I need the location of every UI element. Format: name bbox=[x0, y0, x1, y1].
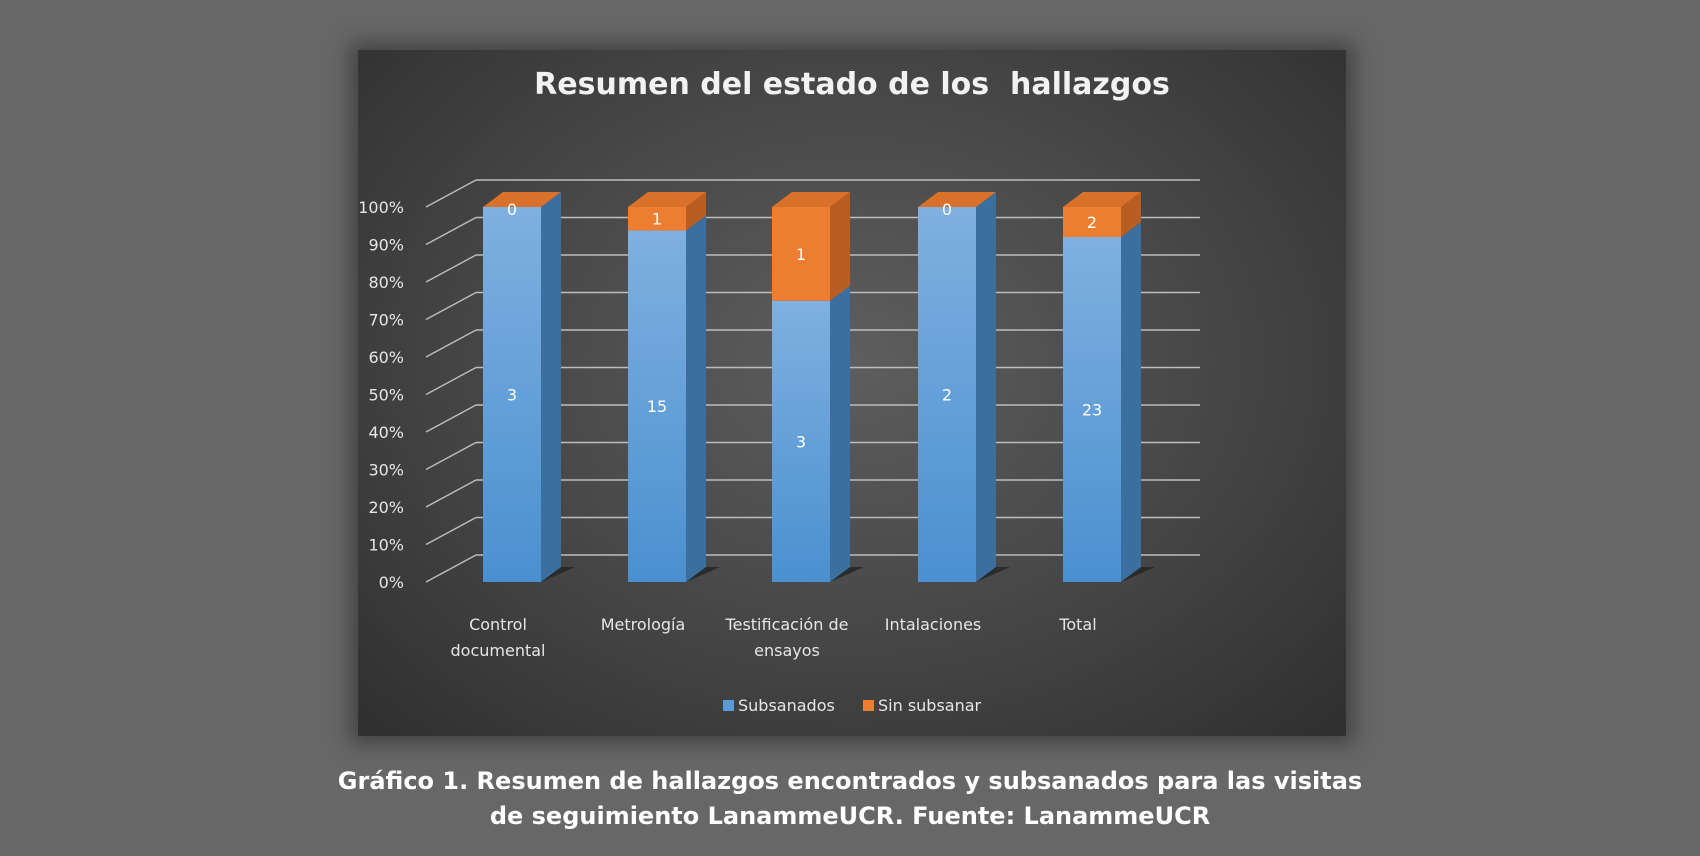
x-category-label: Testificación de bbox=[725, 615, 849, 634]
data-label-sin-subsanar: 0 bbox=[942, 200, 952, 219]
y-tick-label: 80% bbox=[368, 273, 404, 292]
figure-caption: Gráfico 1. Resumen de hallazgos encontra… bbox=[0, 764, 1700, 834]
y-tick-label: 70% bbox=[368, 311, 404, 330]
gridline-diagonal bbox=[425, 291, 477, 321]
gridline-diagonal bbox=[425, 216, 477, 246]
y-tick-label: 40% bbox=[368, 423, 404, 442]
bar-subsanados bbox=[1063, 237, 1121, 582]
data-label-subsanados: 3 bbox=[507, 386, 517, 405]
x-category-label: Intalaciones bbox=[885, 615, 982, 634]
gridline-diagonal bbox=[425, 554, 477, 583]
chart-title: Resumen del estado de los hallazgos bbox=[534, 67, 1170, 102]
gridline-diagonal bbox=[425, 516, 477, 546]
bar-top bbox=[1063, 192, 1141, 207]
bar-sin-subsanar bbox=[772, 207, 830, 301]
data-label-sin-subsanar: 1 bbox=[796, 245, 806, 264]
bar-group: 20 bbox=[918, 192, 1010, 582]
bar-sin-subsanar bbox=[628, 207, 686, 231]
bar-top bbox=[918, 192, 996, 207]
x-category-label: Metrología bbox=[601, 615, 686, 634]
bar-sin-subsanar-side bbox=[830, 192, 850, 301]
gridline-diagonal bbox=[425, 254, 477, 283]
gridline-diagonal bbox=[425, 404, 477, 433]
y-tick-label: 20% bbox=[368, 498, 404, 517]
bar-sin-subsanar-side bbox=[686, 192, 706, 231]
bar-top bbox=[483, 192, 561, 207]
bar-top bbox=[772, 192, 850, 207]
data-label-sin-subsanar: 1 bbox=[652, 210, 662, 229]
bar-subsanados-side bbox=[976, 192, 996, 582]
x-category-label: Total bbox=[1058, 615, 1096, 634]
bar-subsanados-side bbox=[830, 285, 850, 582]
data-label-sin-subsanar: 0 bbox=[507, 200, 517, 219]
chart-panel: Resumen del estado de los hallazgos 0% 10… bbox=[358, 50, 1346, 736]
legend: Subsanados Sin subsanar bbox=[723, 696, 982, 715]
x-category-label: ensayos bbox=[754, 641, 820, 660]
x-category-label: Control bbox=[469, 615, 527, 634]
y-axis-ticks: 0% 10% 20% 30% 40% 50% 60% 70% 80% 90% 100% bbox=[358, 198, 404, 592]
legend-label: Subsanados bbox=[738, 696, 835, 715]
y-tick-label: 60% bbox=[368, 348, 404, 367]
y-tick-label: 30% bbox=[368, 461, 404, 480]
bar-subsanados bbox=[772, 300, 830, 582]
caption-line-2: de seguimiento LanammeUCR. Fuente: Lanam… bbox=[489, 802, 1211, 830]
chart-svg: Resumen del estado de los hallazgos 0%10… bbox=[358, 67, 1200, 715]
y-tick-label: 0% bbox=[379, 573, 404, 592]
caption-line-1: Gráfico 1. Resumen de hallazgos encontra… bbox=[337, 767, 1363, 795]
bar-subsanados-side bbox=[1121, 222, 1141, 582]
gridline-diagonal bbox=[425, 479, 477, 508]
data-label-subsanados: 3 bbox=[796, 432, 806, 451]
legend-label: Sin subsanar bbox=[878, 696, 982, 715]
bar-subsanados bbox=[628, 230, 686, 582]
legend-swatch bbox=[863, 700, 874, 711]
bar-subsanados-side bbox=[541, 192, 561, 582]
y-tick-label: 10% bbox=[368, 536, 404, 555]
x-category-label: documental bbox=[451, 641, 546, 660]
bar-top bbox=[628, 192, 706, 207]
data-label-subsanados: 2 bbox=[942, 386, 952, 405]
gridline-diagonal bbox=[425, 441, 477, 471]
y-tick-label: 50% bbox=[368, 386, 404, 405]
gridline-diagonal bbox=[425, 179, 477, 208]
x-axis-labels: Control documental Metrología Testificación… bbox=[451, 615, 1097, 660]
data-label-sin-subsanar: 2 bbox=[1087, 213, 1097, 232]
y-tick-label: 90% bbox=[368, 236, 404, 255]
bar-group: 23 2 bbox=[1063, 192, 1155, 582]
legend-swatch bbox=[723, 700, 734, 711]
gridline-diagonal bbox=[425, 366, 477, 396]
bar-group: 30 bbox=[483, 192, 575, 582]
gridline-diagonal bbox=[425, 329, 477, 358]
bar-sin-subsanar bbox=[1063, 207, 1121, 237]
bar-subsanados-side bbox=[686, 215, 706, 582]
y-tick-label: 100% bbox=[358, 198, 404, 217]
bar-subsanados bbox=[918, 207, 976, 582]
data-label-subsanados: 15 bbox=[647, 397, 667, 416]
bar-group: 15 1 bbox=[628, 192, 720, 582]
bar-subsanados bbox=[483, 207, 541, 582]
data-label-subsanados: 23 bbox=[1082, 401, 1102, 420]
bar-group: 31 bbox=[772, 192, 864, 582]
